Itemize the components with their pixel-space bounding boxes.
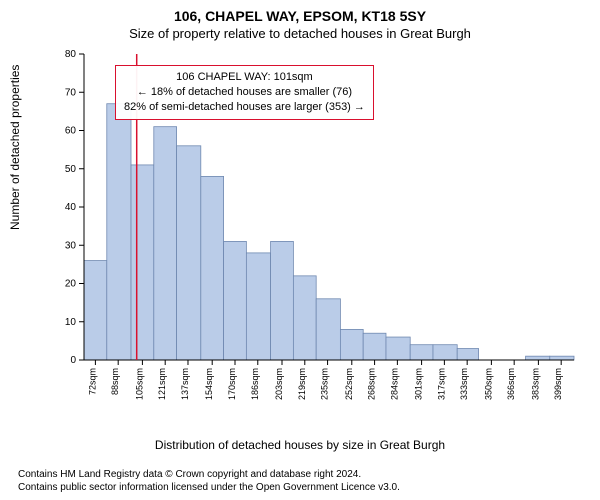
histogram-bar: [84, 261, 107, 360]
histogram-bar: [131, 165, 154, 360]
histogram-bar: [154, 127, 177, 360]
svg-text:40: 40: [65, 202, 77, 213]
x-tick-label: 105sqm: [134, 368, 144, 400]
svg-text:30: 30: [65, 240, 77, 251]
histogram-bar: [201, 176, 224, 360]
x-tick-label: 383sqm: [530, 368, 540, 400]
histogram-bar: [363, 333, 386, 360]
x-tick-label: 170sqm: [227, 368, 237, 400]
x-tick-label: 350sqm: [483, 368, 493, 400]
x-tick-label: 219sqm: [297, 368, 307, 400]
svg-text:10: 10: [65, 317, 77, 328]
svg-text:20: 20: [65, 279, 77, 290]
histogram-bar: [316, 299, 340, 360]
svg-text:60: 60: [65, 126, 77, 137]
footer-attribution: Contains HM Land Registry data © Crown c…: [18, 468, 400, 494]
x-tick-label: 137sqm: [180, 368, 190, 400]
svg-text:50: 50: [65, 164, 77, 175]
histogram-bar: [433, 345, 457, 360]
histogram-bar: [526, 356, 550, 360]
footer-line1: Contains HM Land Registry data © Crown c…: [18, 468, 400, 481]
x-tick-label: 235sqm: [320, 368, 330, 400]
x-tick-label: 72sqm: [87, 368, 97, 395]
histogram-bar: [271, 241, 294, 360]
annotation-box: 106 CHAPEL WAY: 101sqm ← 18% of detached…: [115, 65, 374, 120]
y-axis-label: Number of detached properties: [8, 65, 22, 230]
histogram-bar: [410, 345, 433, 360]
chart-container: 106, CHAPEL WAY, EPSOM, KT18 5SY Size of…: [0, 0, 600, 500]
histogram-bar: [246, 253, 270, 360]
annotation-line1: 106 CHAPEL WAY: 101sqm: [124, 70, 365, 85]
x-tick-label: 317sqm: [436, 368, 446, 400]
histogram-bar: [224, 241, 247, 360]
x-tick-label: 399sqm: [553, 368, 563, 400]
histogram-bar: [340, 329, 363, 360]
svg-text:70: 70: [65, 87, 77, 98]
x-tick-label: 333sqm: [459, 368, 469, 400]
x-tick-label: 121sqm: [157, 368, 167, 400]
x-tick-label: 252sqm: [344, 368, 354, 400]
histogram-bar: [457, 349, 478, 360]
chart-title-sub: Size of property relative to detached ho…: [0, 24, 600, 45]
histogram-bar: [293, 276, 316, 360]
x-tick-label: 268sqm: [367, 368, 377, 400]
histogram-bar: [177, 146, 201, 360]
footer-line2: Contains public sector information licen…: [18, 481, 400, 494]
x-axis-label: Distribution of detached houses by size …: [0, 438, 600, 452]
histogram-bar: [550, 356, 574, 360]
svg-text:0: 0: [70, 355, 76, 366]
annotation-line3: 82% of semi-detached houses are larger (…: [124, 100, 365, 115]
annotation-line2: ← 18% of detached houses are smaller (76…: [124, 85, 365, 100]
x-tick-label: 186sqm: [250, 368, 260, 400]
svg-text:80: 80: [65, 49, 77, 60]
x-tick-label: 301sqm: [414, 368, 424, 400]
x-tick-label: 88sqm: [110, 368, 120, 395]
x-tick-label: 284sqm: [389, 368, 399, 400]
x-tick-label: 154sqm: [204, 368, 214, 400]
x-tick-label: 366sqm: [506, 368, 516, 400]
x-tick-label: 203sqm: [274, 368, 284, 400]
chart-title-main: 106, CHAPEL WAY, EPSOM, KT18 5SY: [0, 0, 600, 24]
histogram-bar: [107, 104, 131, 360]
histogram-bar: [386, 337, 410, 360]
